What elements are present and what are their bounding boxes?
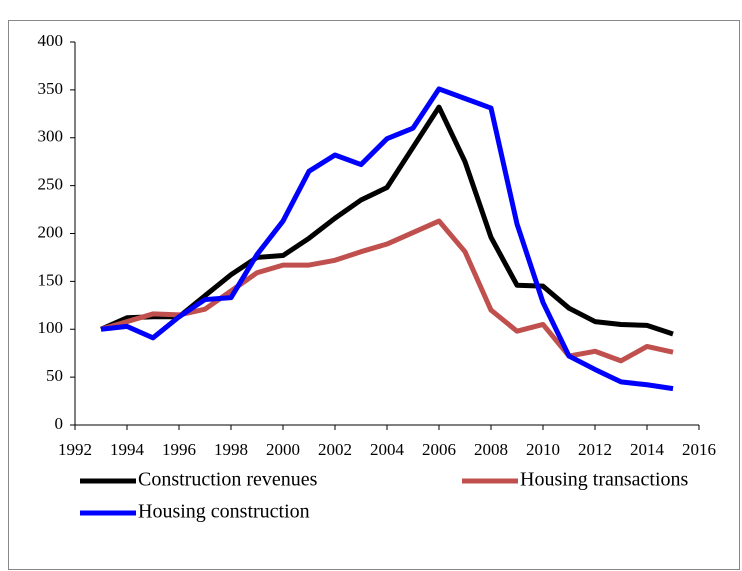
x-tick-label: 2014 [630,440,665,459]
x-tick-label: 2010 [526,440,560,459]
x-tick-label: 2004 [370,440,405,459]
x-tick-label: 2012 [578,440,612,459]
legend-label: Housing transactions [520,469,689,491]
y-tick-label: 50 [46,366,63,385]
legend-label: Housing construction [138,501,310,523]
y-tick-label: 300 [38,127,64,146]
y-tick-label: 250 [38,175,64,194]
series-line [100,86,674,392]
legend-label: Construction revenues [138,469,318,491]
x-tick-label: 1992 [58,440,92,459]
y-tick-label: 0 [55,414,64,433]
y-tick-label: 350 [38,79,64,98]
y-tick-label: 100 [38,318,64,337]
x-tick-label: 2006 [422,440,456,459]
x-tick-label: 2016 [682,440,716,459]
y-tick-label: 400 [38,31,64,50]
x-tick-label: 2000 [266,440,300,459]
x-tick-label: 2002 [318,440,352,459]
x-tick-label: 2008 [474,440,508,459]
x-tick-label: 1996 [162,440,196,459]
y-tick-label: 150 [38,270,64,289]
x-tick-label: 1994 [110,440,145,459]
series-line [100,218,674,364]
x-tick-label: 1998 [214,440,248,459]
chart-frame [8,20,740,570]
y-tick-label: 200 [38,222,64,241]
